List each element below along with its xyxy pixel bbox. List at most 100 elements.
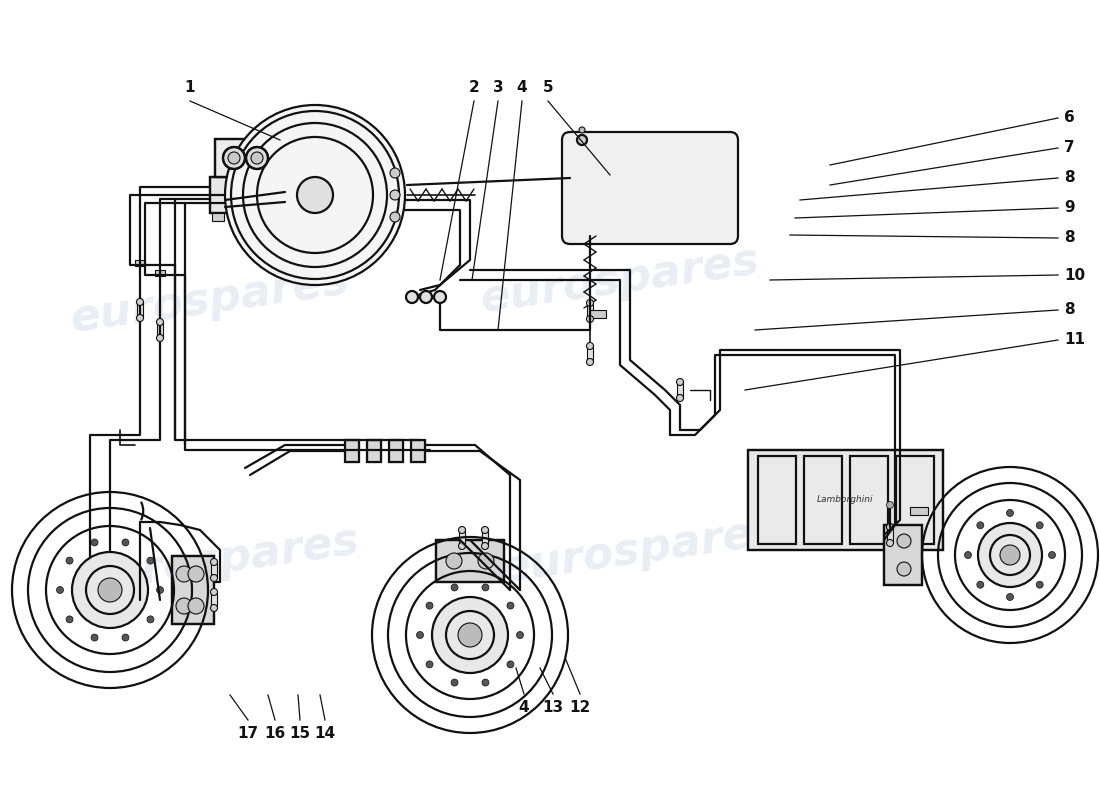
Circle shape [977, 522, 983, 529]
Bar [211, 562, 217, 578]
Circle shape [210, 574, 218, 582]
Text: eurospares: eurospares [68, 259, 352, 341]
Text: 15: 15 [289, 726, 310, 741]
Circle shape [451, 679, 458, 686]
Circle shape [147, 616, 154, 623]
Circle shape [188, 566, 204, 582]
Text: 7: 7 [1064, 141, 1075, 155]
Text: 14: 14 [315, 726, 336, 741]
Circle shape [136, 314, 143, 322]
Bar [587, 346, 593, 362]
Circle shape [458, 623, 482, 647]
Text: 17: 17 [238, 726, 258, 741]
Bar [345, 440, 359, 462]
Bar [214, 139, 277, 177]
Text: 2: 2 [469, 80, 480, 95]
Text: eurospares: eurospares [477, 239, 762, 321]
Text: 8: 8 [1064, 170, 1075, 186]
Bar [210, 177, 285, 213]
Text: 11: 11 [1064, 333, 1085, 347]
Circle shape [417, 631, 424, 638]
Bar [411, 440, 425, 462]
Circle shape [98, 578, 122, 602]
Bar [884, 525, 922, 585]
Bar [436, 540, 504, 582]
Circle shape [676, 394, 683, 402]
Bar [212, 213, 224, 221]
Circle shape [965, 551, 971, 558]
Circle shape [223, 147, 245, 169]
Circle shape [246, 147, 268, 169]
Bar [910, 507, 928, 515]
Circle shape [136, 298, 143, 306]
Circle shape [586, 299, 594, 306]
Circle shape [482, 679, 490, 686]
Circle shape [91, 634, 98, 641]
Circle shape [1048, 551, 1056, 558]
Circle shape [459, 526, 465, 534]
Bar [230, 213, 242, 221]
Circle shape [72, 552, 148, 628]
Bar [676, 382, 683, 398]
Circle shape [517, 631, 524, 638]
Circle shape [176, 598, 192, 614]
Circle shape [390, 168, 400, 178]
Circle shape [977, 581, 983, 588]
Text: 9: 9 [1064, 201, 1075, 215]
Circle shape [156, 334, 164, 342]
Circle shape [586, 358, 594, 366]
Text: 10: 10 [1064, 267, 1085, 282]
Bar [157, 322, 163, 338]
Bar [804, 456, 842, 544]
Circle shape [896, 562, 911, 576]
Bar [436, 540, 504, 582]
Circle shape [297, 177, 333, 213]
Circle shape [176, 566, 192, 582]
Circle shape [147, 557, 154, 564]
Bar [135, 260, 145, 266]
Text: eurospares: eurospares [78, 519, 362, 601]
Bar [748, 450, 943, 550]
Bar [389, 440, 403, 462]
Bar [896, 456, 934, 544]
Circle shape [507, 661, 514, 668]
Bar [884, 525, 922, 585]
Bar [155, 270, 165, 276]
Circle shape [578, 135, 587, 145]
Circle shape [156, 586, 164, 594]
Bar [172, 556, 214, 624]
Circle shape [390, 212, 400, 222]
Circle shape [887, 523, 893, 530]
Circle shape [446, 553, 462, 569]
Text: 5: 5 [542, 80, 553, 95]
Bar [172, 556, 214, 624]
Circle shape [434, 291, 446, 303]
Text: Lamborghini: Lamborghini [816, 495, 873, 505]
Circle shape [210, 558, 218, 566]
Bar [887, 527, 893, 543]
Bar [214, 139, 277, 177]
Circle shape [66, 616, 73, 623]
Text: 4: 4 [517, 80, 527, 95]
Bar [367, 440, 381, 462]
Circle shape [896, 534, 911, 548]
Bar [587, 303, 593, 319]
Bar [138, 302, 143, 318]
Circle shape [1006, 510, 1013, 517]
Circle shape [426, 602, 433, 609]
Circle shape [251, 152, 263, 164]
Bar [345, 440, 359, 462]
Text: 13: 13 [542, 700, 563, 715]
Circle shape [390, 190, 400, 200]
Circle shape [1006, 594, 1013, 601]
Circle shape [1036, 581, 1043, 588]
Circle shape [420, 291, 432, 303]
Text: eurospares: eurospares [497, 509, 782, 591]
Circle shape [188, 598, 204, 614]
Circle shape [1000, 545, 1020, 565]
Bar [850, 456, 888, 544]
Text: 16: 16 [264, 726, 286, 741]
Bar [367, 440, 381, 462]
Text: 6: 6 [1064, 110, 1075, 126]
Circle shape [459, 542, 465, 550]
